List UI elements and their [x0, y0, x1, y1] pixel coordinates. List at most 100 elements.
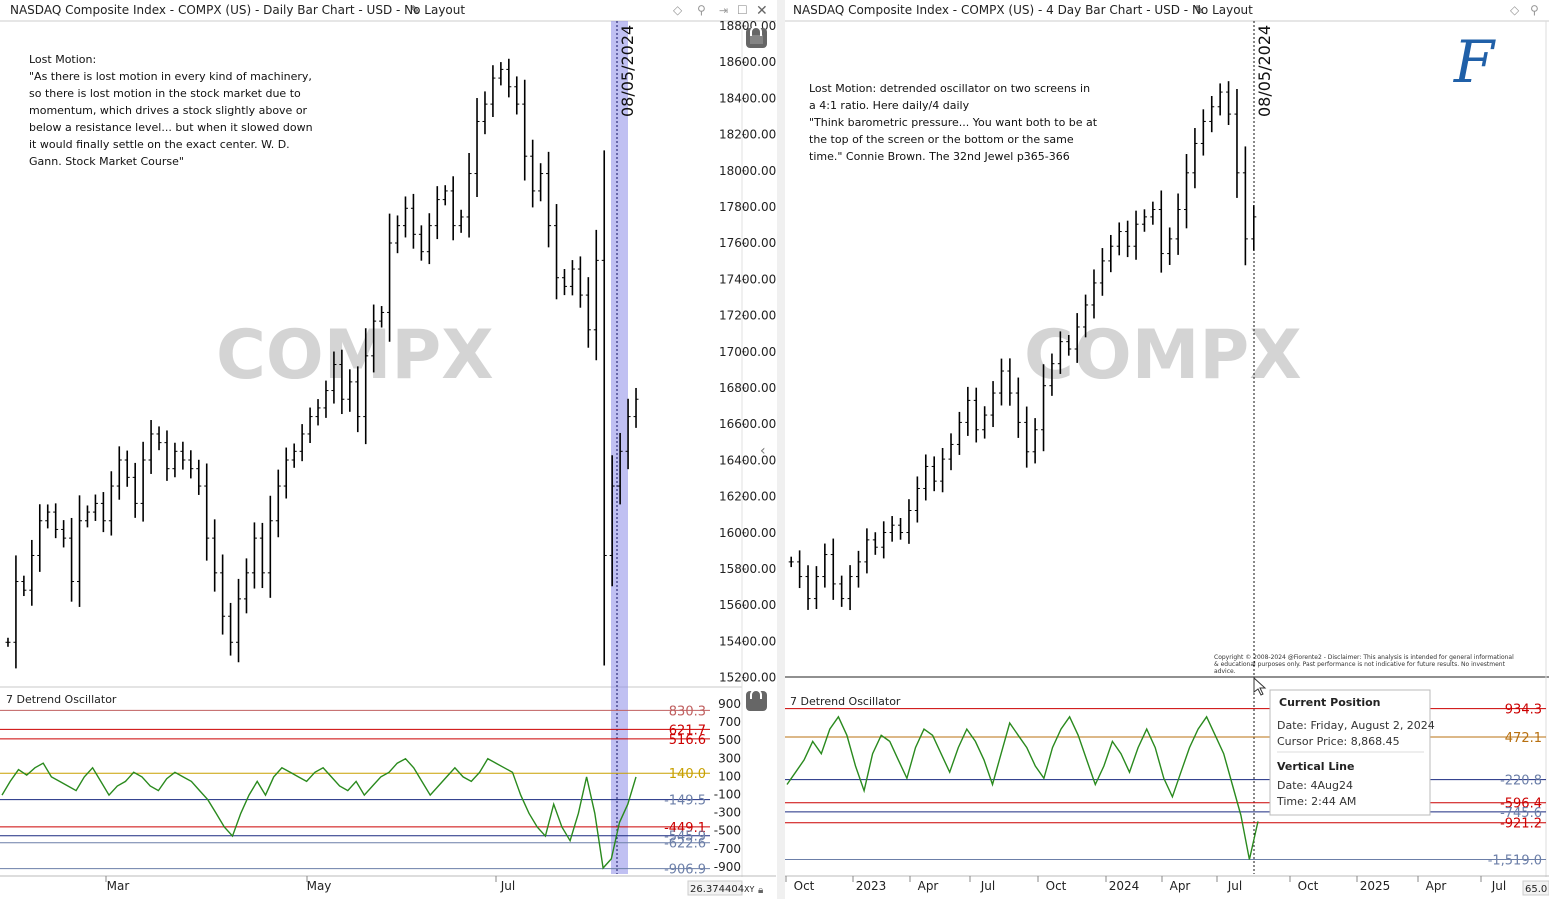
price-tick-label: 18000.00: [719, 164, 776, 178]
osc-level-label: 472.1: [1505, 731, 1542, 746]
tooltip-date: Date: Friday, August 2, 2024: [1277, 719, 1435, 732]
osc-level-label: -622.6: [664, 837, 706, 852]
price-tick-label: 18200.00: [719, 128, 776, 142]
month-label: 2024: [1109, 879, 1140, 893]
collapse-left-arrow-icon[interactable]: ‹: [760, 443, 766, 459]
osc-tick-label: -700: [714, 842, 741, 856]
right-annotation: Lost Motion: detrended oscillator on two…: [809, 82, 1098, 163]
left-watermark: COMPX: [216, 316, 494, 395]
oscillator-path: [1, 757, 637, 870]
left-chart-window[interactable]: NASDAQ Composite Index - COMPX (US) - Da…: [0, 0, 776, 899]
annotation-line: Lost Motion: detrended oscillator on two…: [809, 82, 1090, 95]
close-icon[interactable]: ✕: [756, 3, 768, 19]
osc-level-label: 621.7: [669, 723, 706, 738]
price-tick-label: 17200.00: [719, 309, 776, 323]
annotation-line: it would finally settle on the exact cen…: [29, 138, 290, 151]
tooltip-vline-date: Date: 4Aug24: [1277, 779, 1353, 792]
osc-tick-label: -900: [714, 860, 741, 874]
month-label: Oct: [794, 879, 815, 893]
right-pin-icon[interactable]: ⚲: [1530, 3, 1539, 17]
osc-tick-label: -500: [714, 824, 741, 838]
osc-level-label: -220.8: [1500, 774, 1542, 789]
annotation-line: "As there is lost motion in every kind o…: [29, 70, 312, 83]
month-label: Oct: [1046, 879, 1067, 893]
tooltip-price: Cursor Price: 8,868.45: [1277, 735, 1400, 748]
right-date-axis[interactable]: Oct 2023 Apr Jul Oct 2024 Apr Jul Oct 2025 Apr Jul: [785, 876, 1506, 893]
xy-toggle[interactable]: XY: [744, 885, 754, 894]
osc-tick-label: 300: [718, 751, 741, 765]
osc-tick-label: -300: [714, 806, 741, 820]
price-tick-label: 16200.00: [719, 490, 776, 504]
osc-level-label: 934.3: [1505, 703, 1542, 718]
annotation-line: time." Connie Brown. The 32nd Jewel p365…: [809, 150, 1070, 163]
left-date-axis[interactable]: Mar May Jul: [105, 876, 515, 893]
arrow-icon[interactable]: ⇥: [719, 4, 728, 17]
month-label: Mar: [107, 879, 130, 893]
annotation-line: Gann. Stock Market Course": [29, 155, 184, 168]
price-tick-label: 18400.00: [719, 91, 776, 105]
osc-level-label: -596.4: [1500, 797, 1542, 812]
copyright-line: Copyright © 2008-2024 @Fiorente2 - Discl…: [1214, 654, 1514, 661]
mouse-cursor-icon: [1253, 676, 1267, 696]
osc-level-label: -1,519.0: [1488, 853, 1542, 868]
maximize-icon[interactable]: ☐: [737, 3, 748, 17]
pin-icon[interactable]: ⚲: [697, 3, 706, 17]
month-label: 2025: [1360, 879, 1391, 893]
osc-level-label: 140.0: [669, 767, 706, 782]
price-tick-label: 16000.00: [719, 526, 776, 540]
copyright-line: advice.: [1214, 668, 1236, 675]
right-price-bars: [788, 81, 1257, 611]
right-scale-readout: 65.0: [1525, 884, 1547, 895]
osc-level-label: -906.9: [664, 863, 706, 878]
panel-splitter[interactable]: [777, 0, 785, 899]
annotation-line: a 4:1 ratio. Here daily/4 daily: [809, 99, 970, 112]
left-price-axis[interactable]: 18800.0018600.0018400.0018200.0018000.00…: [719, 19, 776, 685]
price-tick-label: 16600.00: [719, 417, 776, 431]
tooltip-vline-time: Time: 2:44 AM: [1276, 795, 1356, 808]
tooltip-heading-position: Current Position: [1279, 696, 1381, 709]
edit-pencil-icon[interactable]: ✎: [410, 3, 420, 17]
right-chart-window[interactable]: NASDAQ Composite Index - COMPX (US) - 4 …: [785, 3, 1549, 896]
oscillator-lock-icon[interactable]: [746, 689, 767, 711]
left-oscillator-line: [1, 757, 637, 870]
month-label: Apr: [1170, 879, 1191, 893]
annotation-line: "Think barometric pressure... You want b…: [809, 116, 1098, 129]
price-tick-label: 17800.00: [719, 200, 776, 214]
left-annotation: Lost Motion: "As there is lost motion in …: [29, 53, 313, 168]
annotation-line: the top of the screen or the bottom or t…: [809, 133, 1074, 146]
price-tick-label: 17000.00: [719, 345, 776, 359]
month-label: Oct: [1298, 879, 1319, 893]
fiorente-logo: F: [1453, 28, 1496, 96]
osc-level-label: 516.6: [669, 733, 706, 748]
left-price-bars: [5, 58, 639, 669]
osc-tick-label: 700: [718, 715, 741, 729]
lock-icon[interactable]: [746, 26, 767, 48]
right-watermark: COMPX: [1024, 316, 1302, 395]
left-scale-readout: 26.374404: [690, 884, 744, 895]
right-diamond-icon[interactable]: ◇: [1510, 3, 1520, 17]
diamond-icon[interactable]: ◇: [673, 3, 683, 17]
price-tick-label: 15200.00: [719, 671, 776, 685]
right-oscillator-line: [786, 715, 1259, 860]
right-edit-pencil-icon[interactable]: ✎: [1194, 3, 1204, 17]
right-vline-date: 08/05/2024: [1255, 25, 1274, 117]
left-oscillator-axis[interactable]: 900 700 500 300 100 -100 -300 -500 -700 -900: [714, 697, 741, 874]
price-tick-label: 15800.00: [719, 562, 776, 576]
price-tick-label: 15400.00: [719, 634, 776, 648]
left-chart-title: NASDAQ Composite Index - COMPX (US) - Da…: [10, 3, 465, 17]
annotation-line: so there is lost motion in the stock mar…: [29, 87, 301, 100]
small-lock-icon[interactable]: 🔒︎: [758, 885, 763, 896]
price-tick-label: 17600.00: [719, 236, 776, 250]
osc-level-label: -149.5: [664, 794, 706, 809]
price-tick-label: 18600.00: [719, 55, 776, 69]
annotation-line: Lost Motion:: [29, 53, 96, 66]
month-label: May: [307, 879, 332, 893]
price-tick-label: 17400.00: [719, 272, 776, 286]
copyright-disclaimer: Copyright © 2008-2024 @Fiorente2 - Discl…: [1214, 654, 1514, 675]
right-oscillator-title: 7 Detrend Oscillator: [790, 695, 901, 708]
month-label: Jul: [1491, 879, 1506, 893]
oscillator-path: [786, 715, 1259, 860]
month-label: Apr: [918, 879, 939, 893]
